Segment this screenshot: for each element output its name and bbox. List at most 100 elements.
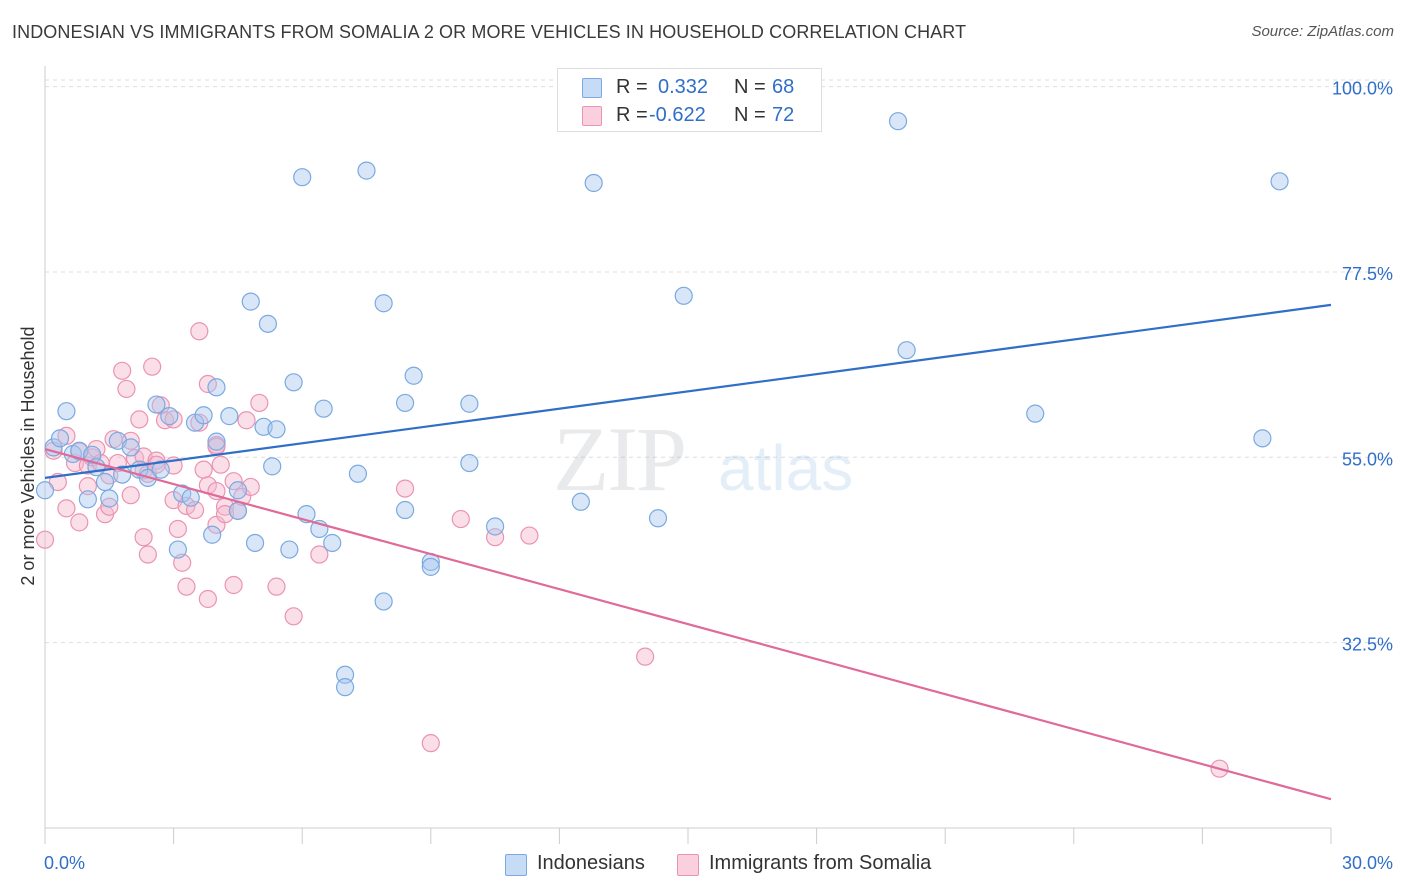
indonesians-point: [228, 481, 247, 500]
somalia-point: [70, 513, 89, 532]
stats-n-label: N =: [734, 104, 766, 126]
indonesians-point: [207, 432, 226, 451]
somalia-point: [147, 451, 166, 470]
stats-swatch-pink: [582, 106, 602, 126]
indonesians-point: [245, 533, 265, 553]
somalia-point: [284, 607, 303, 626]
indonesians-point: [674, 286, 693, 305]
somalia-point: [451, 509, 470, 529]
indonesians-point: [241, 292, 260, 311]
indonesians-point: [421, 557, 440, 576]
somalia-point: [486, 528, 505, 547]
somalia-point: [395, 479, 415, 498]
chart-title: INDONESIAN VS IMMIGRANTS FROM SOMALIA 2 …: [12, 22, 967, 42]
indonesians-point: [897, 341, 916, 360]
legend-label-somalia: Immigrants from Somalia: [709, 852, 932, 874]
indonesians-point: [78, 490, 97, 509]
somalia-point: [224, 575, 243, 595]
y-tick-label: 55.0%: [1342, 449, 1393, 469]
somalia-point: [267, 577, 286, 596]
indonesians-point: [173, 484, 192, 503]
indonesians-point: [888, 112, 908, 131]
somalia-point: [520, 526, 539, 545]
somalia-point: [113, 361, 132, 380]
somalia-point: [143, 357, 162, 376]
indonesians-point: [258, 314, 278, 333]
y-axis-label: 2 or more Vehicles in Household: [18, 326, 38, 585]
indonesians-point: [335, 665, 355, 684]
x-tick-label-min: 0.0%: [44, 853, 85, 873]
indonesians-point: [486, 517, 505, 536]
trend-lines: [44, 303, 1332, 801]
indonesians-point: [1026, 404, 1045, 423]
indonesians-point: [374, 592, 393, 611]
somalia-point: [35, 530, 55, 549]
indonesians-point: [293, 168, 312, 187]
indonesians-point: [160, 407, 179, 426]
indonesians-point: [267, 420, 286, 439]
stats-n-value: 72: [772, 104, 795, 126]
stats-n-label: N =: [734, 76, 766, 98]
indonesians-point: [584, 173, 603, 193]
somalia-point: [310, 545, 329, 564]
indonesians-point: [348, 464, 368, 483]
indonesians-point: [571, 492, 590, 511]
somalia-point: [57, 499, 76, 518]
indonesians-point: [323, 533, 342, 553]
stats-r-label: R =: [616, 104, 648, 126]
indonesians-point: [57, 402, 76, 421]
tick-labels: 32.5% 55.0% 77.5% 100.0% 0.0% 30.0%: [44, 79, 1393, 873]
somalia-point: [224, 472, 243, 491]
legend-swatch-pink: [677, 854, 699, 876]
indonesians-point: [335, 678, 355, 697]
indonesians-point: [280, 540, 299, 559]
somalia-point: [121, 486, 140, 505]
indonesians-point: [284, 373, 303, 392]
somalia-point: [121, 431, 140, 450]
indonesians-point: [121, 438, 140, 457]
stats-n-value: 68: [772, 76, 795, 98]
somalia-point: [250, 393, 269, 413]
indonesians-point: [395, 500, 415, 520]
legend-label-indonesians: Indonesians: [537, 852, 645, 874]
somalia-point: [421, 734, 440, 753]
y-tick-label: 77.5%: [1342, 264, 1393, 284]
indonesians-point: [35, 481, 55, 500]
watermark: ZIP atlas: [553, 408, 853, 510]
y-tick-label: 100.0%: [1332, 79, 1393, 99]
somalia-point: [78, 477, 97, 496]
stats-row-somalia: R = -0.622 N = 72: [558, 101, 821, 129]
indonesians-trend-line: [44, 303, 1332, 479]
indonesians-point: [194, 406, 213, 425]
indonesians-point: [181, 488, 200, 507]
x-tick-label-max: 30.0%: [1342, 853, 1393, 873]
somalia-point: [190, 322, 209, 341]
series-indonesians-points: [35, 112, 1289, 697]
y-tick-label: 32.5%: [1342, 635, 1393, 655]
indonesians-point: [1253, 429, 1272, 448]
indonesians-point: [648, 509, 668, 528]
indonesians-point: [151, 460, 170, 479]
indonesians-point: [95, 472, 115, 492]
indonesians-point: [263, 457, 282, 476]
stats-swatch-blue: [582, 78, 602, 98]
indonesians-point: [220, 407, 239, 426]
somalia-point: [198, 589, 217, 609]
indonesians-point: [374, 294, 393, 313]
somalia-point: [237, 411, 256, 430]
indonesians-point: [460, 453, 479, 473]
indonesians-point: [50, 429, 70, 448]
indonesians-point: [168, 540, 187, 559]
indonesians-point: [404, 366, 423, 385]
indonesians-point: [357, 161, 376, 180]
indonesians-point: [147, 395, 166, 414]
indonesians-point: [395, 393, 415, 413]
indonesians-point: [228, 501, 247, 520]
somalia-point: [636, 647, 655, 666]
indonesians-point: [203, 525, 222, 544]
indonesians-point: [207, 378, 226, 397]
somalia-trend-line: [44, 447, 1332, 801]
somalia-point: [134, 528, 153, 547]
stats-r-label: R =: [616, 76, 648, 98]
